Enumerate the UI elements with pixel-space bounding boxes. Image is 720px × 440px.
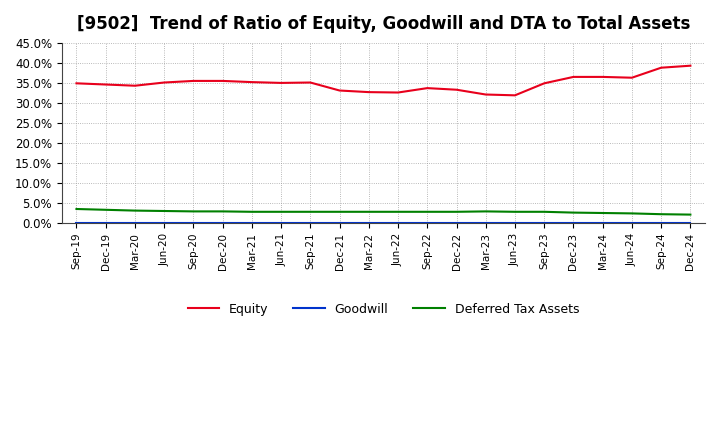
Deferred Tax Assets — [130, 208, 139, 213]
Goodwill — [130, 220, 139, 226]
Deferred Tax Assets — [189, 209, 198, 214]
Equity — [686, 63, 695, 68]
Equity — [276, 80, 285, 85]
Deferred Tax Assets — [306, 209, 315, 214]
Goodwill — [598, 220, 607, 226]
Equity — [657, 65, 665, 70]
Deferred Tax Assets — [628, 211, 636, 216]
Deferred Tax Assets — [218, 209, 227, 214]
Equity — [72, 81, 81, 86]
Goodwill — [218, 220, 227, 226]
Goodwill — [102, 220, 110, 226]
Deferred Tax Assets — [482, 209, 490, 214]
Equity — [628, 75, 636, 81]
Equity — [306, 80, 315, 85]
Goodwill — [394, 220, 402, 226]
Equity — [364, 89, 373, 95]
Equity — [569, 74, 577, 80]
Equity — [598, 74, 607, 80]
Equity — [423, 85, 431, 91]
Goodwill — [248, 220, 256, 226]
Goodwill — [276, 220, 285, 226]
Goodwill — [160, 220, 168, 226]
Goodwill — [452, 220, 461, 226]
Deferred Tax Assets — [336, 209, 344, 214]
Deferred Tax Assets — [423, 209, 431, 214]
Equity — [218, 78, 227, 84]
Equity — [452, 87, 461, 92]
Goodwill — [628, 220, 636, 226]
Goodwill — [686, 220, 695, 226]
Deferred Tax Assets — [72, 206, 81, 212]
Deferred Tax Assets — [248, 209, 256, 214]
Goodwill — [657, 220, 665, 226]
Title: [9502]  Trend of Ratio of Equity, Goodwill and DTA to Total Assets: [9502] Trend of Ratio of Equity, Goodwil… — [77, 15, 690, 33]
Equity — [394, 90, 402, 95]
Goodwill — [364, 220, 373, 226]
Equity — [130, 83, 139, 88]
Goodwill — [423, 220, 431, 226]
Equity — [336, 88, 344, 93]
Goodwill — [306, 220, 315, 226]
Equity — [160, 80, 168, 85]
Goodwill — [482, 220, 490, 226]
Deferred Tax Assets — [102, 207, 110, 213]
Deferred Tax Assets — [686, 212, 695, 217]
Equity — [540, 81, 549, 86]
Goodwill — [569, 220, 577, 226]
Deferred Tax Assets — [452, 209, 461, 214]
Equity — [102, 82, 110, 87]
Goodwill — [510, 220, 519, 226]
Goodwill — [336, 220, 344, 226]
Goodwill — [189, 220, 198, 226]
Goodwill — [540, 220, 549, 226]
Deferred Tax Assets — [276, 209, 285, 214]
Deferred Tax Assets — [657, 212, 665, 217]
Deferred Tax Assets — [394, 209, 402, 214]
Deferred Tax Assets — [540, 209, 549, 214]
Deferred Tax Assets — [364, 209, 373, 214]
Equity — [510, 93, 519, 98]
Equity — [189, 78, 198, 84]
Deferred Tax Assets — [569, 210, 577, 215]
Equity — [482, 92, 490, 97]
Deferred Tax Assets — [598, 210, 607, 216]
Legend: Equity, Goodwill, Deferred Tax Assets: Equity, Goodwill, Deferred Tax Assets — [183, 298, 584, 321]
Line: Deferred Tax Assets: Deferred Tax Assets — [76, 209, 690, 215]
Goodwill — [72, 220, 81, 226]
Line: Equity: Equity — [76, 66, 690, 95]
Equity — [248, 80, 256, 85]
Deferred Tax Assets — [510, 209, 519, 214]
Deferred Tax Assets — [160, 209, 168, 214]
